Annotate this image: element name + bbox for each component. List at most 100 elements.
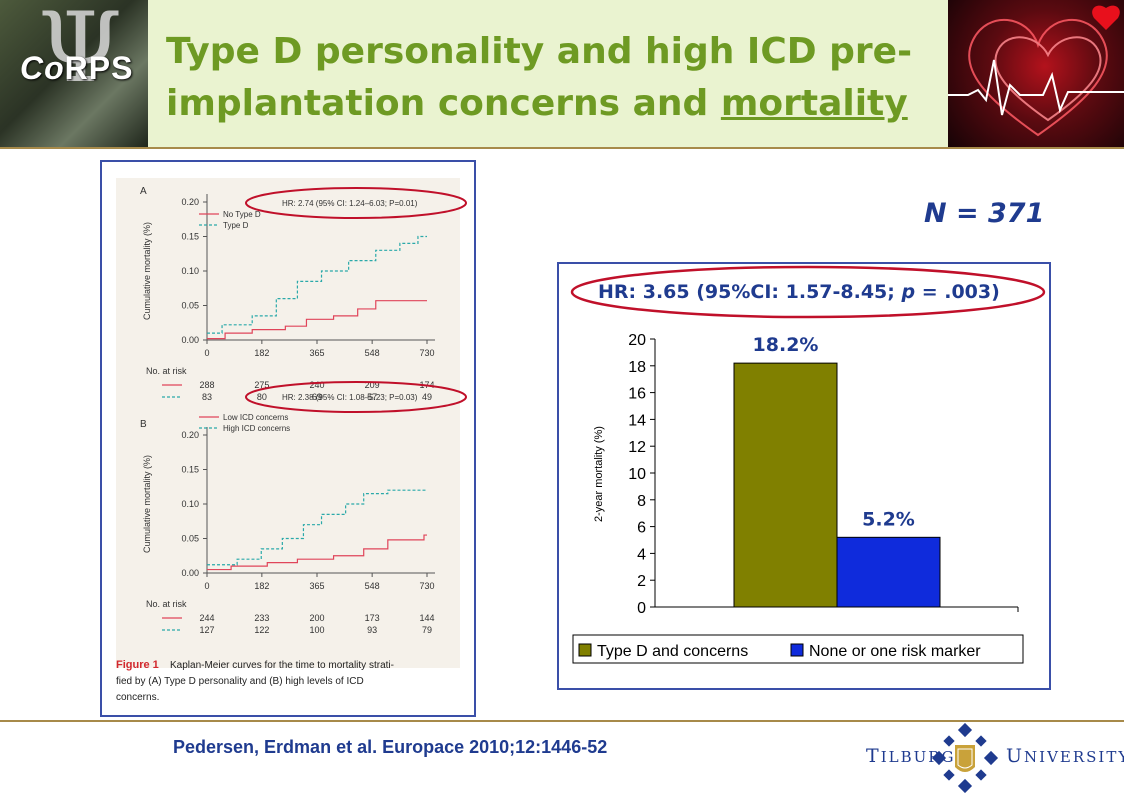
at-risk-label: No. at risk	[146, 599, 187, 609]
figure-panel-area	[116, 178, 460, 668]
panel-b: B 0.00 0.05 0.10 0.15 0.20 0 182 365 548 730 Cumula…	[140, 381, 467, 635]
km-legend-label: High ICD concerns	[223, 424, 290, 433]
figure-caption-bold: Figure 1	[116, 659, 159, 671]
km-y-tick-label: 0.05	[181, 534, 199, 544]
y-tick-label: 10	[628, 466, 646, 483]
km-curve-reference	[207, 534, 427, 571]
km-hr-highlight-oval	[245, 381, 467, 413]
km-x-tick-label: 0	[204, 581, 209, 591]
kaplan-meier-svg: A 0.00 0.05 0.10 0.15 0.20 0 182 365 548 730 Cumula…	[116, 186, 467, 703]
km-legend-label: Low ICD concerns	[223, 413, 288, 422]
slide-title: Type D personality and high ICD pre- imp…	[166, 26, 936, 130]
tilburg-university-logo	[931, 723, 999, 793]
km-y-tick-label: 0.00	[181, 335, 199, 345]
figure-caption-line-3: concerns.	[116, 692, 159, 703]
km-x-tick-label: 365	[309, 348, 324, 358]
panel-letter: B	[140, 419, 147, 430]
km-hazard-ratio: HR: 2.74 (95% CI: 1.24–6.03; P=0.01)	[282, 199, 418, 208]
at-risk-value: 144	[419, 613, 434, 623]
at-risk-value: 83	[202, 392, 212, 402]
at-risk-value: 57	[367, 392, 377, 402]
km-x-tick-label: 182	[254, 348, 269, 358]
km-y-tick-label: 0.15	[181, 465, 199, 475]
km-y-tick-label: 0.20	[181, 430, 199, 440]
header-band	[0, 0, 1124, 147]
km-x-tick-label: 548	[365, 348, 380, 358]
km-x-tick-label: 365	[309, 581, 324, 591]
km-y-tick-label: 0.20	[181, 197, 199, 207]
y-tick-label: 18	[628, 359, 646, 376]
km-hr-highlight-oval	[245, 187, 467, 219]
corps-logo: Ψ CoRPS	[0, 0, 148, 147]
bar-2	[836, 536, 941, 608]
km-x-tick-label: 182	[254, 581, 269, 591]
at-risk-value: 69	[312, 392, 322, 402]
at-risk-value: 49	[422, 392, 432, 402]
y-tick-label: 16	[628, 386, 646, 403]
university-name-left: TILBURG	[866, 745, 956, 767]
km-y-axis-label: Cumulative mortality (%)	[142, 455, 152, 553]
at-risk-value: 100	[309, 625, 324, 635]
y-tick-label: 0	[637, 600, 646, 617]
at-risk-value: 209	[365, 380, 380, 390]
km-y-tick-label: 0.00	[181, 568, 199, 578]
at-risk-value: 200	[309, 613, 324, 623]
sample-size-label: N = 371	[924, 198, 1045, 229]
citation: Pedersen, Erdman et al. Europace 2010;12…	[173, 737, 608, 757]
km-x-tick-label: 730	[419, 581, 434, 591]
at-risk-value: 173	[365, 613, 380, 623]
y-tick-label: 2	[637, 573, 646, 590]
km-curve-risk	[207, 235, 427, 334]
km-curve-risk	[207, 489, 427, 566]
figure-caption-line-2: fied by (A) Type D personality and (B) h…	[116, 676, 364, 687]
y-tick-label: 20	[628, 332, 646, 349]
at-risk-value: 288	[199, 380, 214, 390]
at-risk-value: 240	[309, 380, 324, 390]
kaplan-meier-figure: A 0.00 0.05 0.10 0.15 0.20 0 182 365 548 730 Cumula…	[100, 160, 476, 717]
university-name-right: UNIVERSITY	[1006, 745, 1124, 767]
km-x-tick-label: 730	[419, 348, 434, 358]
at-risk-value: 79	[422, 625, 432, 635]
km-y-tick-label: 0.05	[181, 301, 199, 311]
at-risk-value: 80	[257, 392, 267, 402]
at-risk-value: 275	[254, 380, 269, 390]
panel-letter: A	[140, 186, 147, 197]
km-hazard-ratio: HR: 2.38 (95% CI: 1.08–5.23; P=0.03)	[282, 393, 418, 402]
at-risk-label: No. at risk	[146, 366, 187, 376]
km-y-tick-label: 0.10	[181, 499, 199, 509]
hazard-ratio-text: HR: 3.65 (95%CI: 1.57-8.45; p = .003)	[598, 281, 1000, 303]
bar-1	[733, 362, 838, 608]
legend-label: None or one risk marker	[809, 643, 981, 660]
legend-swatch	[790, 643, 804, 657]
km-x-tick-label: 548	[365, 581, 380, 591]
y-tick-label: 6	[637, 520, 646, 537]
at-risk-value: 93	[367, 625, 377, 635]
km-legend-label: No Type D	[223, 210, 261, 219]
km-y-tick-label: 0.15	[181, 232, 199, 242]
at-risk-value: 127	[199, 625, 214, 635]
km-legend-label: Type D	[223, 221, 249, 230]
header-rule	[0, 147, 1124, 149]
y-axis-label: 2-year mortality (%)	[593, 426, 605, 522]
bar-value-label: 5.2%	[862, 508, 915, 530]
title-line-2: implantation concerns and mortality	[166, 83, 908, 124]
at-risk-value: 122	[254, 625, 269, 635]
heart-ecg-image	[948, 0, 1124, 147]
panel-a: A 0.00 0.05 0.10 0.15 0.20 0 182 365 548 730 Cumula…	[140, 186, 467, 402]
legend-label: Type D and concerns	[597, 643, 748, 660]
title-emphasis: mortality	[720, 83, 908, 124]
footer-rule	[0, 720, 1124, 722]
y-tick-label: 12	[628, 439, 646, 456]
at-risk-value: 244	[199, 613, 214, 623]
bar-value-label: 18.2%	[753, 334, 819, 356]
legend-swatch	[578, 643, 592, 657]
y-tick-label: 8	[637, 493, 646, 510]
km-y-tick-label: 0.10	[181, 266, 199, 276]
km-y-axis-label: Cumulative mortality (%)	[142, 222, 152, 320]
y-tick-label: 14	[628, 412, 646, 429]
y-tick-label: 4	[637, 546, 646, 563]
title-line-1: Type D personality and high ICD pre-	[166, 31, 913, 72]
at-risk-value: 233	[254, 613, 269, 623]
km-curve-reference	[207, 300, 427, 340]
